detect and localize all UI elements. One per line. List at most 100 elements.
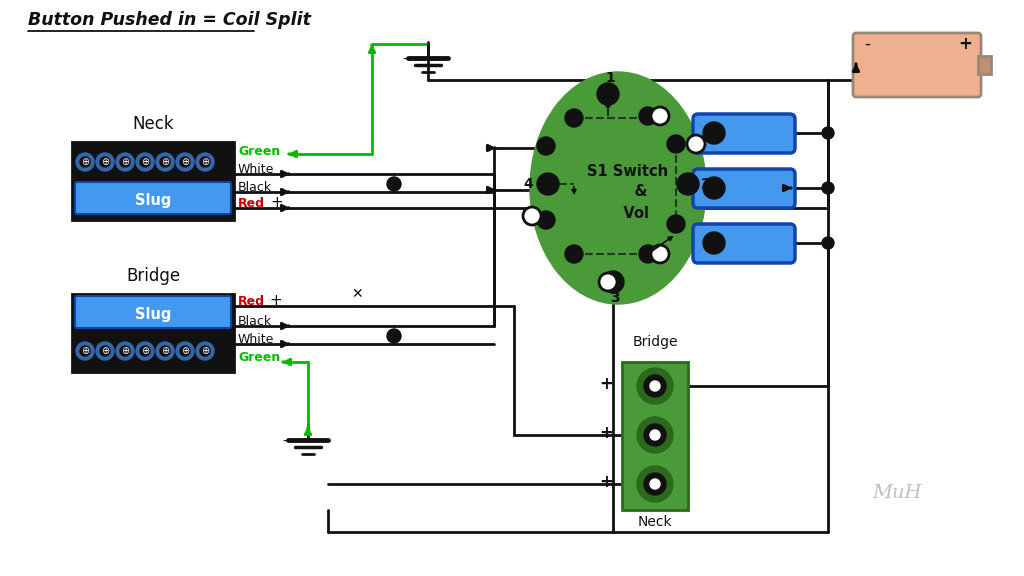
Text: ⊕: ⊕ xyxy=(161,346,169,356)
Text: ✕: ✕ xyxy=(351,287,362,301)
Circle shape xyxy=(637,368,673,404)
Circle shape xyxy=(140,346,150,356)
Circle shape xyxy=(687,135,705,153)
Circle shape xyxy=(96,342,114,360)
Circle shape xyxy=(136,153,154,171)
Text: -: - xyxy=(282,435,287,449)
Circle shape xyxy=(644,375,666,397)
Circle shape xyxy=(100,346,110,356)
Circle shape xyxy=(156,153,174,171)
Circle shape xyxy=(650,430,660,440)
Text: ⊕: ⊕ xyxy=(141,346,150,356)
Circle shape xyxy=(639,245,657,263)
Text: ⊕: ⊕ xyxy=(101,346,110,356)
Circle shape xyxy=(136,342,154,360)
Text: 2: 2 xyxy=(701,177,711,191)
Circle shape xyxy=(116,153,134,171)
Text: -: - xyxy=(402,53,407,67)
Circle shape xyxy=(537,173,559,195)
Circle shape xyxy=(650,479,660,489)
Circle shape xyxy=(565,109,583,127)
Circle shape xyxy=(703,232,725,254)
Circle shape xyxy=(387,177,401,191)
Text: Red: Red xyxy=(238,197,265,210)
Text: White: White xyxy=(238,333,274,346)
Circle shape xyxy=(160,346,170,356)
Circle shape xyxy=(667,135,685,153)
Circle shape xyxy=(639,107,657,125)
FancyBboxPatch shape xyxy=(622,362,688,510)
Circle shape xyxy=(80,346,90,356)
Text: ⊕: ⊕ xyxy=(181,157,189,167)
Circle shape xyxy=(537,211,555,229)
Text: White: White xyxy=(238,163,274,176)
Text: +: + xyxy=(599,375,613,393)
Circle shape xyxy=(156,342,174,360)
Text: +: + xyxy=(599,424,613,442)
Circle shape xyxy=(196,153,214,171)
FancyBboxPatch shape xyxy=(75,296,231,328)
Text: ⊕: ⊕ xyxy=(181,346,189,356)
FancyBboxPatch shape xyxy=(853,33,981,97)
Circle shape xyxy=(599,273,617,291)
Text: MuH: MuH xyxy=(872,484,922,502)
Circle shape xyxy=(565,245,583,263)
Circle shape xyxy=(200,157,210,167)
Circle shape xyxy=(650,381,660,391)
Circle shape xyxy=(651,107,669,125)
Text: Bridge: Bridge xyxy=(126,267,180,285)
Circle shape xyxy=(200,346,210,356)
Circle shape xyxy=(822,127,834,139)
Circle shape xyxy=(180,157,190,167)
Circle shape xyxy=(80,157,90,167)
Text: 3: 3 xyxy=(610,291,620,305)
Circle shape xyxy=(651,245,669,263)
Circle shape xyxy=(703,122,725,144)
Circle shape xyxy=(116,342,134,360)
Text: 1: 1 xyxy=(605,71,614,85)
Text: ⊕: ⊕ xyxy=(101,157,110,167)
Circle shape xyxy=(96,153,114,171)
Circle shape xyxy=(160,157,170,167)
Circle shape xyxy=(120,346,130,356)
FancyBboxPatch shape xyxy=(978,56,991,74)
Circle shape xyxy=(597,83,618,105)
Text: ⊕: ⊕ xyxy=(81,157,89,167)
Circle shape xyxy=(602,271,624,293)
Text: ⊕: ⊕ xyxy=(121,157,129,167)
Text: +: + xyxy=(599,473,613,491)
Circle shape xyxy=(387,329,401,343)
Text: ⊕: ⊕ xyxy=(161,157,169,167)
Text: -: - xyxy=(864,35,869,53)
Circle shape xyxy=(76,342,94,360)
Circle shape xyxy=(644,424,666,446)
Text: Neck: Neck xyxy=(132,115,174,133)
Text: +: + xyxy=(269,293,282,308)
Text: Red: Red xyxy=(238,295,265,308)
FancyBboxPatch shape xyxy=(693,169,795,208)
Text: Button Pushed in = Coil Split: Button Pushed in = Coil Split xyxy=(28,11,311,29)
Circle shape xyxy=(644,473,666,495)
Circle shape xyxy=(76,153,94,171)
Text: 4: 4 xyxy=(523,177,532,191)
Text: +: + xyxy=(958,35,972,53)
Circle shape xyxy=(537,137,555,155)
Circle shape xyxy=(667,215,685,233)
FancyBboxPatch shape xyxy=(693,114,795,153)
Text: Black: Black xyxy=(238,181,272,194)
Text: Slug: Slug xyxy=(135,192,171,207)
Circle shape xyxy=(120,157,130,167)
Text: ⊕: ⊕ xyxy=(201,157,209,167)
FancyBboxPatch shape xyxy=(72,294,234,372)
Text: Slug: Slug xyxy=(135,306,171,321)
Text: Black: Black xyxy=(238,315,272,328)
Circle shape xyxy=(677,173,699,195)
FancyBboxPatch shape xyxy=(75,182,231,214)
Circle shape xyxy=(140,157,150,167)
Circle shape xyxy=(523,207,541,225)
Circle shape xyxy=(822,182,834,194)
Text: ⊕: ⊕ xyxy=(141,157,150,167)
Circle shape xyxy=(180,346,190,356)
Text: Green: Green xyxy=(238,145,281,158)
Text: Neck: Neck xyxy=(638,515,673,529)
